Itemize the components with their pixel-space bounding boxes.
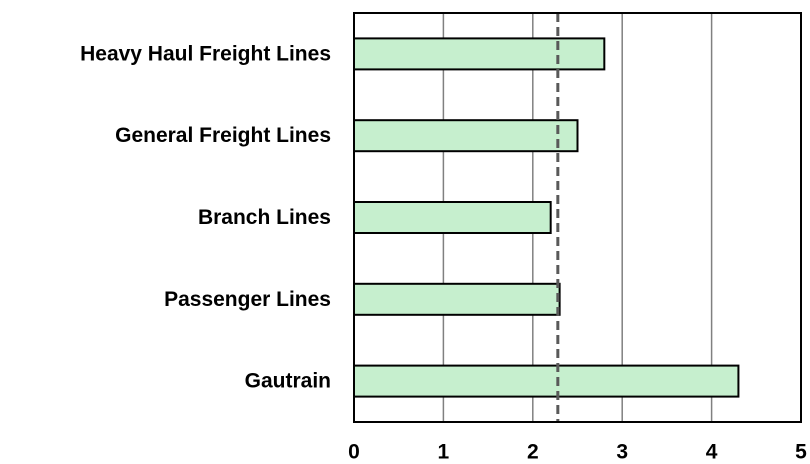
- category-label-2: Branch Lines: [198, 206, 331, 229]
- x-tick-label-3: 3: [616, 441, 628, 464]
- x-tick-label-1: 1: [438, 441, 450, 464]
- x-tick-label-2: 2: [527, 441, 539, 464]
- bar-2: [353, 201, 552, 234]
- bar-1: [353, 119, 579, 153]
- x-tick-label-5: 5: [795, 441, 807, 464]
- category-label-0: Heavy Haul Freight Lines: [80, 42, 331, 65]
- plot-area-frame: [353, 12, 802, 423]
- x-tick-label-0: 0: [348, 441, 360, 464]
- bar-0: [353, 37, 606, 71]
- bar-4: [353, 364, 740, 398]
- category-label-1: General Freight Lines: [115, 124, 331, 147]
- category-labels: Heavy Haul Freight Lines General Freight …: [80, 42, 331, 392]
- x-tick-labels: 0 1 2 3 4 5: [348, 441, 807, 464]
- x-tick-label-4: 4: [706, 441, 718, 464]
- bars: [353, 37, 740, 398]
- category-label-3: Passenger Lines: [164, 288, 331, 311]
- category-label-4: Gautrain: [245, 370, 331, 393]
- bar-3: [353, 282, 561, 316]
